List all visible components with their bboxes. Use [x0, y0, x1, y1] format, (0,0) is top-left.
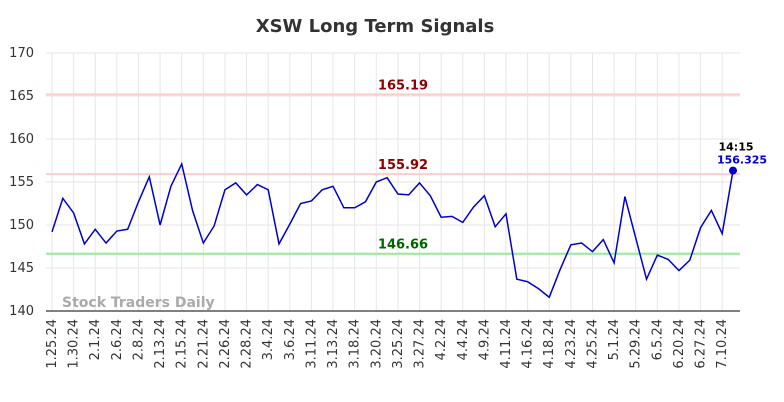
y-tick-label: 160 [9, 132, 34, 147]
x-tick-label: 6.27.24 [694, 319, 709, 369]
x-tick-label: 5.29.24 [629, 319, 644, 369]
y-tick-label: 165 [9, 89, 34, 104]
y-tick-label: 140 [9, 304, 34, 319]
x-tick-label: 3.27.24 [413, 319, 428, 369]
reference-label: 165.19 [378, 78, 428, 93]
x-tick-label: 2.28.24 [240, 319, 255, 369]
y-tick-label: 170 [9, 46, 34, 61]
x-tick-label: 4.25.24 [585, 319, 600, 369]
x-tick-label: 3.18.24 [348, 319, 363, 369]
x-tick-label: 3.20.24 [369, 319, 384, 369]
y-tick-label: 150 [9, 218, 34, 233]
x-tick-label: 1.25.24 [45, 319, 60, 369]
x-tick-label: 3.11.24 [304, 319, 319, 369]
x-tick-label: 2.13.24 [153, 319, 168, 369]
x-tick-label: 6.20.24 [672, 319, 687, 369]
last-time: 14:15 [718, 141, 753, 154]
x-tick-label: 2.8.24 [131, 319, 146, 360]
x-tick-label: 4.9.24 [477, 319, 492, 360]
x-tick-label: 2.26.24 [218, 319, 233, 369]
x-tick-label: 3.13.24 [326, 319, 341, 369]
x-tick-label: 4.23.24 [564, 319, 579, 369]
price-line [51, 161, 734, 299]
x-tick-label: 4.4.24 [456, 319, 471, 360]
x-tick-label: 1.30.24 [67, 319, 82, 369]
x-tick-label: 3.6.24 [283, 319, 298, 360]
x-tick-label: 4.16.24 [521, 319, 536, 369]
x-tick-label: 2.1.24 [88, 319, 103, 360]
y-tick-label: 145 [9, 261, 34, 276]
x-tick-label: 2.15.24 [175, 319, 190, 369]
x-tick-label: 4.18.24 [542, 319, 557, 369]
x-tick-label: 3.4.24 [261, 319, 276, 360]
last-point [729, 166, 737, 175]
reference-label: 146.66 [378, 238, 428, 253]
x-tick-label: 6.5.24 [650, 319, 665, 360]
watermark: Stock Traders Daily [62, 295, 215, 311]
x-tick-label: 3.25.24 [391, 319, 406, 369]
x-tick-label: 2.6.24 [110, 319, 125, 360]
chart-title: XSW Long Term Signals [256, 16, 495, 37]
last-value: 156.325 [717, 154, 767, 167]
y-tick-label: 155 [9, 175, 34, 190]
x-tick-label: 7.10.24 [715, 319, 730, 369]
x-tick-label: 5.1.24 [607, 319, 622, 360]
x-tick-label: 2.21.24 [196, 319, 211, 369]
x-tick-label: 4.11.24 [499, 319, 514, 369]
reference-label: 155.92 [378, 158, 428, 173]
x-tick-label: 4.2.24 [434, 319, 449, 360]
